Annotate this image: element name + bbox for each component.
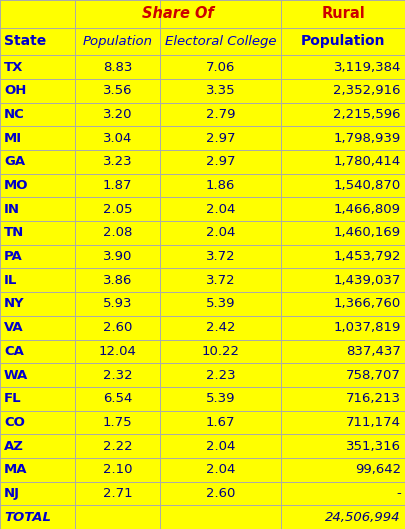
Text: 2,215,596: 2,215,596 <box>333 108 401 121</box>
Text: 2,352,916: 2,352,916 <box>333 84 401 97</box>
Text: 711,174: 711,174 <box>346 416 401 429</box>
Text: 2.04: 2.04 <box>206 440 235 453</box>
Text: 99,642: 99,642 <box>355 463 401 476</box>
Text: 2.23: 2.23 <box>206 369 236 381</box>
Text: State: State <box>4 34 46 49</box>
Text: 3.90: 3.90 <box>103 250 132 263</box>
Text: 2.04: 2.04 <box>206 203 235 216</box>
Text: -: - <box>396 487 401 500</box>
Text: 1,037,819: 1,037,819 <box>334 321 401 334</box>
Text: 2.22: 2.22 <box>102 440 132 453</box>
Text: 8.83: 8.83 <box>103 61 132 74</box>
Text: 1,466,809: 1,466,809 <box>334 203 401 216</box>
Text: 2.60: 2.60 <box>103 321 132 334</box>
Text: 3.56: 3.56 <box>103 84 132 97</box>
Text: 716,213: 716,213 <box>346 392 401 405</box>
Text: 12.04: 12.04 <box>98 345 136 358</box>
Text: 2.97: 2.97 <box>206 156 235 168</box>
Text: NJ: NJ <box>4 487 20 500</box>
Text: 1,366,760: 1,366,760 <box>334 297 401 311</box>
Text: CA: CA <box>4 345 24 358</box>
Text: MO: MO <box>4 179 28 192</box>
Text: AZ: AZ <box>4 440 24 453</box>
Text: Share Of: Share Of <box>142 6 214 21</box>
Text: TX: TX <box>4 61 23 74</box>
Text: 5.93: 5.93 <box>103 297 132 311</box>
Text: 2.71: 2.71 <box>102 487 132 500</box>
Text: 1.87: 1.87 <box>103 179 132 192</box>
Text: 3.04: 3.04 <box>103 132 132 145</box>
Text: IN: IN <box>4 203 20 216</box>
Text: 3.23: 3.23 <box>102 156 132 168</box>
Text: 2.04: 2.04 <box>206 463 235 476</box>
Text: 1,798,939: 1,798,939 <box>334 132 401 145</box>
Text: 1,780,414: 1,780,414 <box>334 156 401 168</box>
Text: 837,437: 837,437 <box>346 345 401 358</box>
Text: 3.72: 3.72 <box>206 250 236 263</box>
Text: 2.04: 2.04 <box>206 226 235 240</box>
Text: VA: VA <box>4 321 23 334</box>
Text: 3.35: 3.35 <box>206 84 236 97</box>
Text: TOTAL: TOTAL <box>4 510 51 524</box>
Text: 2.32: 2.32 <box>102 369 132 381</box>
Text: FL: FL <box>4 392 22 405</box>
Text: GA: GA <box>4 156 25 168</box>
Text: CO: CO <box>4 416 25 429</box>
Text: WA: WA <box>4 369 28 381</box>
Text: MI: MI <box>4 132 22 145</box>
Text: MA: MA <box>4 463 28 476</box>
Text: 1,453,792: 1,453,792 <box>333 250 401 263</box>
Text: 7.06: 7.06 <box>206 61 235 74</box>
Text: 1,460,169: 1,460,169 <box>334 226 401 240</box>
Text: 2.10: 2.10 <box>103 463 132 476</box>
Text: Electoral College: Electoral College <box>165 35 277 48</box>
Text: 2.42: 2.42 <box>206 321 235 334</box>
Text: 6.54: 6.54 <box>103 392 132 405</box>
Text: 1.67: 1.67 <box>206 416 235 429</box>
Text: 3,119,384: 3,119,384 <box>334 61 401 74</box>
Text: 3.20: 3.20 <box>103 108 132 121</box>
Text: 351,316: 351,316 <box>346 440 401 453</box>
Text: Population: Population <box>83 35 152 48</box>
Text: TN: TN <box>4 226 24 240</box>
Text: IL: IL <box>4 274 17 287</box>
Text: 2.79: 2.79 <box>206 108 235 121</box>
Text: NY: NY <box>4 297 25 311</box>
Text: 1.75: 1.75 <box>102 416 132 429</box>
Text: Rural: Rural <box>321 6 365 21</box>
Text: 3.72: 3.72 <box>206 274 236 287</box>
Text: 5.39: 5.39 <box>206 297 235 311</box>
Text: 1,540,870: 1,540,870 <box>334 179 401 192</box>
Text: 3.86: 3.86 <box>103 274 132 287</box>
Text: 1.86: 1.86 <box>206 179 235 192</box>
Text: 1,439,037: 1,439,037 <box>334 274 401 287</box>
Text: 10.22: 10.22 <box>202 345 240 358</box>
Text: 758,707: 758,707 <box>346 369 401 381</box>
Text: 24,506,994: 24,506,994 <box>326 510 401 524</box>
Text: 2.60: 2.60 <box>206 487 235 500</box>
Text: 2.97: 2.97 <box>206 132 235 145</box>
Text: NC: NC <box>4 108 25 121</box>
Text: 5.39: 5.39 <box>206 392 235 405</box>
Text: OH: OH <box>4 84 26 97</box>
Text: Population: Population <box>301 34 386 49</box>
Text: 2.08: 2.08 <box>103 226 132 240</box>
Text: PA: PA <box>4 250 23 263</box>
Text: 2.05: 2.05 <box>103 203 132 216</box>
